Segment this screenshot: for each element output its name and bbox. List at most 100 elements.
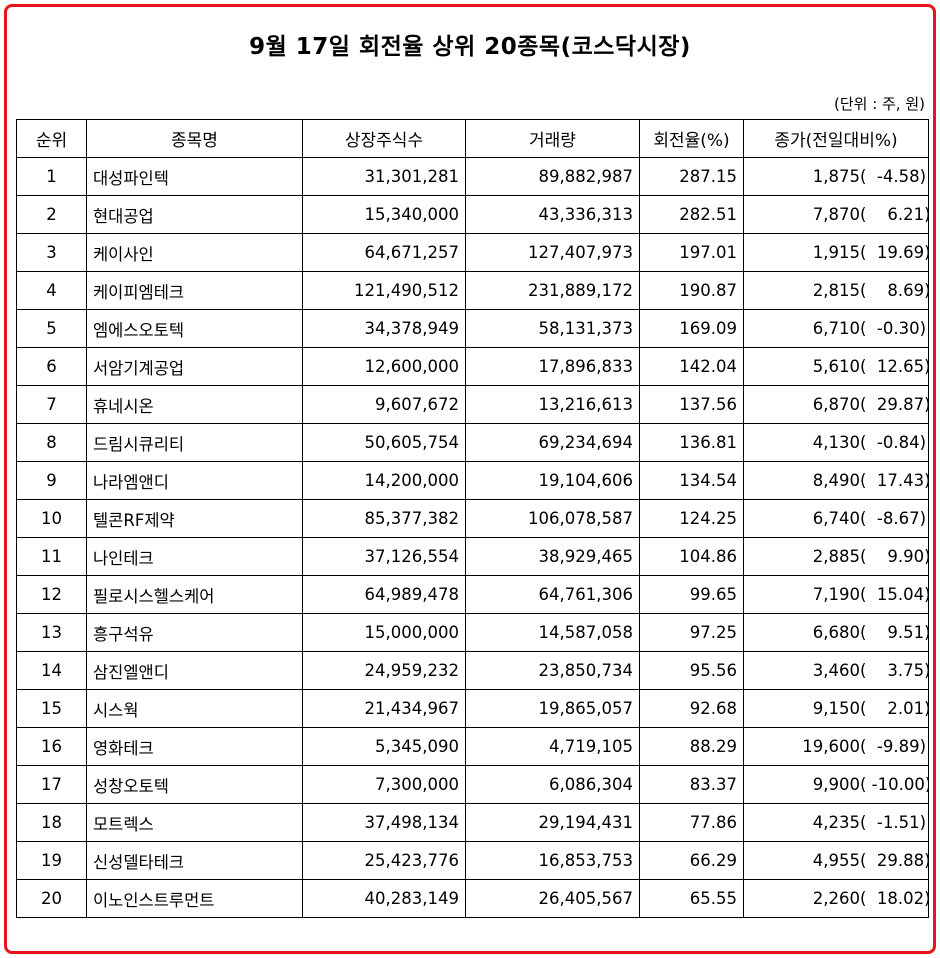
table-row: 4 케이피엠테크 121,490,512 231,889,172 190.87 2,815… (16, 271, 929, 310)
volume-cell: 16,853,753 (465, 841, 640, 880)
stock-name-cell: 휴네시온 (86, 385, 303, 424)
close-price-cell: 1,915( 19.69) (743, 233, 929, 272)
rank-cell: 13 (16, 613, 87, 652)
close-price-cell: 9,150( 2.01) (743, 689, 929, 728)
listed-shares-cell: 37,498,134 (302, 803, 466, 842)
close-price: 3,460 (812, 661, 860, 680)
stock-name-cell: 엠에스오토텍 (86, 309, 303, 348)
turnover-cell: 99.65 (639, 575, 744, 614)
close-price-cell: 6,870( 29.87) (743, 385, 929, 424)
price-change: ( -4.58) (860, 167, 927, 186)
turnover-cell: 282.51 (639, 195, 744, 234)
close-price: 6,710 (812, 319, 860, 338)
turnover-cell: 136.81 (639, 423, 744, 462)
table-row: 17 성창오토텍 7,300,000 6,086,304 83.37 9,900( -10… (16, 765, 929, 804)
header-volume: 거래량 (465, 119, 640, 158)
volume-cell: 231,889,172 (465, 271, 640, 310)
stock-name-cell: 텔콘RF제약 (86, 499, 303, 538)
stock-name-cell: 대성파인텍 (86, 157, 303, 196)
stock-name-cell: 흥구석유 (86, 613, 303, 652)
rank-cell: 16 (16, 727, 87, 766)
listed-shares-cell: 25,423,776 (302, 841, 466, 880)
stock-name-cell: 케이사인 (86, 233, 303, 272)
price-change: ( -0.30) (860, 319, 927, 338)
listed-shares-cell: 14,200,000 (302, 461, 466, 500)
price-change: ( -9.89) (860, 737, 927, 756)
table-row: 15 시스웍 21,434,967 19,865,057 92.68 9,150( 2.0… (16, 689, 929, 728)
listed-shares-cell: 15,340,000 (302, 195, 466, 234)
rank-cell: 4 (16, 271, 87, 310)
header-rank: 순위 (16, 119, 87, 158)
price-change: ( 9.51) (860, 623, 929, 642)
stock-name-cell: 필로시스헬스케어 (86, 575, 303, 614)
stock-name-cell: 케이피엠테크 (86, 271, 303, 310)
close-price: 5,610 (812, 357, 860, 376)
stock-name-cell: 시스웍 (86, 689, 303, 728)
volume-cell: 19,865,057 (465, 689, 640, 728)
rank-cell: 7 (16, 385, 87, 424)
turnover-cell: 66.29 (639, 841, 744, 880)
table-row: 10 텔콘RF제약 85,377,382 106,078,587 124.25 6,740… (16, 499, 929, 538)
table-row: 2 현대공업 15,340,000 43,336,313 282.51 7,870( 6.… (16, 195, 929, 234)
stock-name-cell: 현대공업 (86, 195, 303, 234)
price-change: ( 2.01) (860, 699, 929, 718)
table-row: 11 나인테크 37,126,554 38,929,465 104.86 2,885( 9… (16, 537, 929, 576)
listed-shares-cell: 37,126,554 (302, 537, 466, 576)
rank-cell: 9 (16, 461, 87, 500)
unit-note: (단위 : 주, 원) (833, 95, 925, 113)
close-price: 9,900 (812, 775, 860, 794)
turnover-cell: 137.56 (639, 385, 744, 424)
close-price: 6,870 (812, 395, 860, 414)
close-price: 9,150 (812, 699, 860, 718)
price-change: ( -1.51) (860, 813, 927, 832)
volume-cell: 19,104,606 (465, 461, 640, 500)
table-row: 7 휴네시온 9,607,672 13,216,613 137.56 6,870( 29.… (16, 385, 929, 424)
close-price: 7,870 (812, 205, 860, 224)
price-change: ( 29.88) (860, 851, 929, 870)
stock-name-cell: 신성델타테크 (86, 841, 303, 880)
turnover-cell: 104.86 (639, 537, 744, 576)
price-change: ( 6.21) (860, 205, 929, 224)
table-row: 9 나라엠앤디 14,200,000 19,104,606 134.54 8,490( 1… (16, 461, 929, 500)
listed-shares-cell: 24,959,232 (302, 651, 466, 690)
stock-name-cell: 삼진엘앤디 (86, 651, 303, 690)
listed-shares-cell: 85,377,382 (302, 499, 466, 538)
table-row: 19 신성델타테크 25,423,776 16,853,753 66.29 4,955( … (16, 841, 929, 880)
stock-name-cell: 나인테크 (86, 537, 303, 576)
rank-cell: 14 (16, 651, 87, 690)
close-price: 6,680 (812, 623, 860, 642)
turnover-cell: 197.01 (639, 233, 744, 272)
price-change: ( 8.69) (860, 281, 929, 300)
close-price-cell: 6,740( -8.67) (743, 499, 929, 538)
rank-cell: 8 (16, 423, 87, 462)
listed-shares-cell: 21,434,967 (302, 689, 466, 728)
close-price-cell: 9,900( -10.00) (743, 765, 929, 804)
volume-cell: 127,407,973 (465, 233, 640, 272)
stock-name-cell: 서암기계공업 (86, 347, 303, 386)
header-listed-shares: 상장주식수 (302, 119, 466, 158)
header-turnover: 회전율(%) (639, 119, 744, 158)
volume-cell: 6,086,304 (465, 765, 640, 804)
volume-cell: 13,216,613 (465, 385, 640, 424)
close-price-cell: 19,600( -9.89) (743, 727, 929, 766)
close-price-cell: 5,610( 12.65) (743, 347, 929, 386)
price-change: ( 12.65) (860, 357, 929, 376)
rank-cell: 18 (16, 803, 87, 842)
rank-cell: 1 (16, 157, 87, 196)
volume-cell: 29,194,431 (465, 803, 640, 842)
price-change: ( 29.87) (860, 395, 929, 414)
close-price: 1,915 (812, 243, 860, 262)
volume-cell: 38,929,465 (465, 537, 640, 576)
stock-name-cell: 드림시큐리티 (86, 423, 303, 462)
close-price-cell: 7,190( 15.04) (743, 575, 929, 614)
table-row: 16 영화테크 5,345,090 4,719,105 88.29 19,600( -9.… (16, 727, 929, 766)
listed-shares-cell: 9,607,672 (302, 385, 466, 424)
stock-name-cell: 성창오토텍 (86, 765, 303, 804)
close-price: 4,130 (812, 433, 860, 452)
volume-cell: 26,405,567 (465, 879, 640, 918)
table-row: 5 엠에스오토텍 34,378,949 58,131,373 169.09 6,710( … (16, 309, 929, 348)
rank-cell: 5 (16, 309, 87, 348)
listed-shares-cell: 40,283,149 (302, 879, 466, 918)
rank-cell: 15 (16, 689, 87, 728)
price-change: ( 19.69) (860, 243, 929, 262)
